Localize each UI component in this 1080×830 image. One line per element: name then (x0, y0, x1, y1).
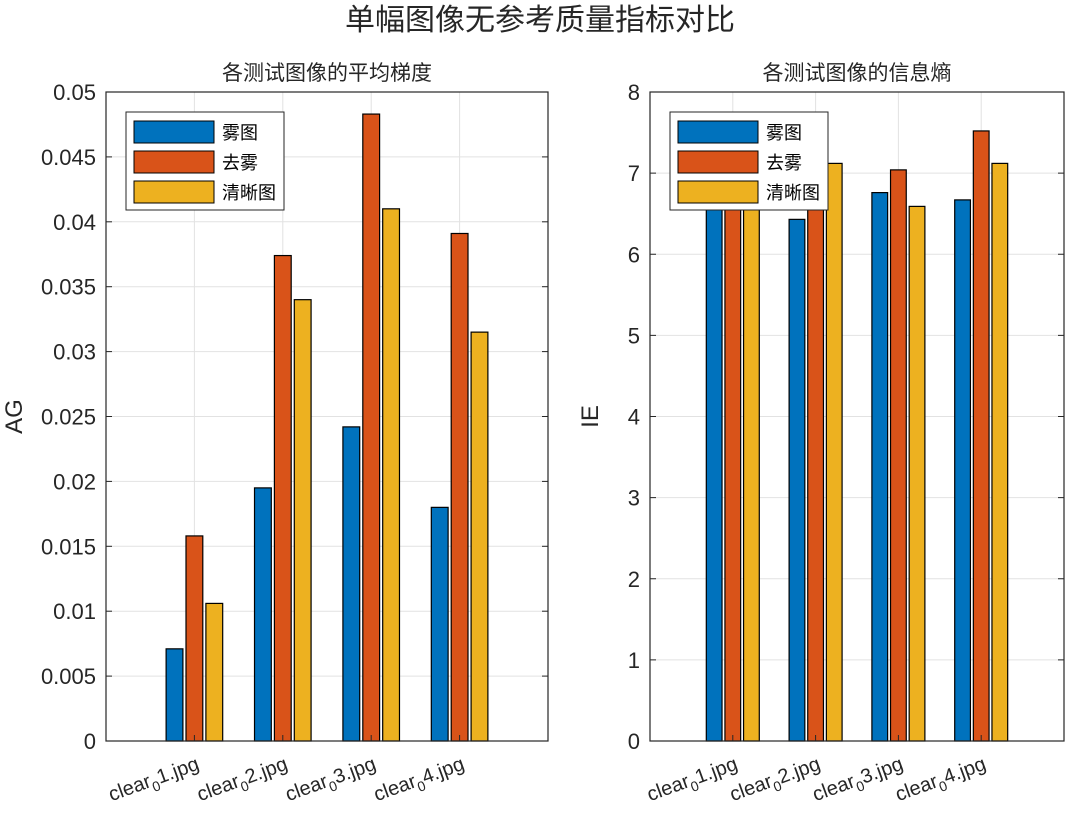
y-tick-label: 1 (628, 648, 640, 673)
y-tick-label: 0.04 (53, 210, 96, 235)
y-tick-label: 0.045 (41, 145, 96, 170)
bar-1-4 (954, 199, 972, 742)
legend-swatch (677, 120, 759, 144)
bar-1-2 (788, 218, 806, 742)
y-tick-label: 2 (628, 567, 640, 592)
bar-3-1 (205, 602, 224, 742)
x-tick-label: clear02.jpg (194, 753, 292, 810)
legend-label: 去雾 (222, 153, 258, 174)
bar-3-1 (742, 166, 760, 742)
bar-2-2 (273, 254, 292, 742)
axes-title: 各测试图像的信息熵 (763, 61, 952, 85)
legend-label: 清晰图 (766, 183, 820, 204)
bar-3-3 (382, 208, 401, 742)
bar-1-1 (165, 648, 184, 742)
y-tick-label: 0.05 (53, 80, 96, 105)
bar-3-4 (991, 162, 1009, 742)
y-tick-label: 7 (628, 161, 640, 186)
bar-2-3 (889, 169, 907, 742)
x-tick-label: clear01.jpg (106, 753, 204, 810)
bar-1-2 (253, 487, 272, 742)
axes-title: 各测试图像的平均梯度 (222, 61, 432, 85)
y-tick-label: 0.02 (53, 469, 96, 494)
x-tick-label: clear02.jpg (727, 753, 825, 810)
bar-2-1 (724, 158, 742, 742)
y-tick-label: 0.035 (41, 275, 96, 300)
y-tick-label: 0 (628, 729, 640, 754)
x-tick-label: clear04.jpg (371, 753, 469, 810)
legend-swatch (677, 150, 759, 174)
y-tick-label: 6 (628, 242, 640, 267)
legend-label: 去雾 (766, 153, 802, 174)
plots-container: 0 0.005 0.01 0.015 0.02 0.025 0.03 0.035 0.04 0.0… (1, 61, 1065, 810)
legend-label: 清晰图 (222, 183, 276, 204)
y-tick-label: 0.01 (53, 599, 96, 624)
x-tick-label: clear03.jpg (810, 753, 908, 810)
subplot-2: 0 1 2 3 4 5 6 7 8 clear01.jpgclear02.jpgclear03.j… (577, 61, 1065, 810)
legend-swatch (133, 180, 215, 204)
y-tick-label: 5 (628, 323, 640, 348)
legend-swatch (133, 120, 215, 144)
bar-2-4 (972, 130, 990, 742)
bar-1-3 (871, 192, 889, 742)
bar-3-3 (908, 205, 926, 742)
legend-label: 雾图 (766, 123, 802, 144)
y-tick-label: 4 (628, 405, 640, 430)
bar-1-3 (342, 426, 361, 742)
y-axis-label: AG (1, 399, 28, 434)
y-tick-label: 3 (628, 486, 640, 511)
bar-2-3 (362, 113, 381, 742)
y-tick-label: 0.03 (53, 340, 96, 365)
bar-1-4 (430, 506, 449, 742)
y-tick-label: 0.005 (41, 664, 96, 689)
y-axis-label: IE (577, 405, 604, 428)
y-tick-label: 0 (84, 729, 96, 754)
x-tick-label: clear01.jpg (644, 753, 742, 810)
x-tick-label: clear03.jpg (283, 753, 381, 810)
bar-2-2 (807, 174, 825, 742)
legend-swatch (133, 150, 215, 174)
bar-2-4 (450, 232, 469, 742)
y-tick-label: 8 (628, 80, 640, 105)
bar-3-2 (293, 299, 312, 742)
figure-title: 单幅图像无参考质量指标对比 (345, 3, 735, 38)
legend-label: 雾图 (222, 123, 258, 144)
bar-1-1 (705, 195, 723, 742)
bar-3-4 (470, 331, 489, 742)
subplot-1: 0 0.005 0.01 0.015 0.02 0.025 0.03 0.035 0.04 0.0… (1, 61, 549, 810)
legend-swatch (677, 180, 759, 204)
bar-3-2 (825, 162, 843, 742)
y-tick-label: 0.015 (41, 534, 96, 559)
x-tick-label: clear04.jpg (893, 753, 991, 810)
bar-2-1 (185, 535, 204, 742)
y-tick-label: 0.025 (41, 405, 96, 430)
